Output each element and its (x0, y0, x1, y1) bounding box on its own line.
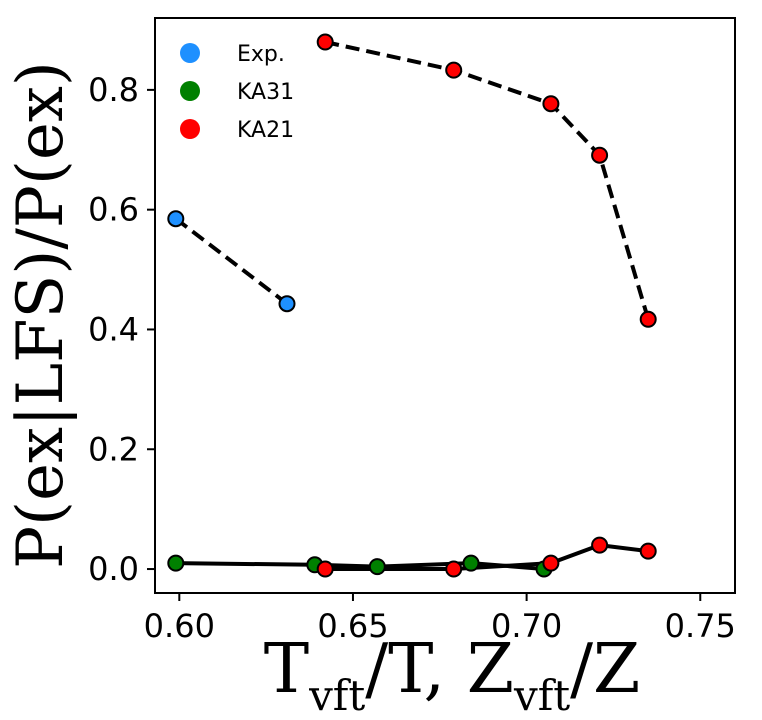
data-point (167, 554, 185, 572)
y-tick-label: 0.4 (88, 310, 139, 348)
legend-marker (180, 43, 200, 63)
legend-label: KA21 (237, 118, 294, 143)
data-point (542, 554, 560, 572)
data-point (462, 554, 480, 572)
plot-frame (154, 17, 736, 594)
x-axis-label: Tvft/T, Zvft/Z (264, 630, 641, 720)
series-line-0 (174, 217, 289, 306)
data-point (639, 542, 657, 560)
y-axis: 0.0 0.2 0.4 0.6 0.8 (88, 71, 155, 588)
y-tick-label: 0.0 (88, 550, 139, 588)
data-point (316, 33, 334, 51)
data-point (445, 560, 463, 578)
y-tick-label: 0.2 (88, 430, 139, 468)
y-tick-label: 0.8 (88, 71, 139, 109)
data-point (591, 146, 609, 164)
legend-label: Exp. (237, 42, 285, 67)
data-point (278, 295, 296, 313)
series-line-3 (324, 40, 651, 320)
data-point (167, 210, 185, 228)
data-point (542, 95, 560, 113)
y-axis-label: P(ex|LFS)/P(ex) (4, 61, 78, 569)
data-point (368, 558, 386, 576)
x-tick-label: 0.60 (144, 607, 215, 645)
x-tick-label: 0.65 (317, 607, 388, 645)
legend-label: KA31 (237, 80, 294, 105)
legend-marker (180, 81, 200, 101)
data-point (639, 310, 657, 328)
data-point (591, 536, 609, 554)
y-tick-label: 0.6 (88, 191, 139, 229)
legend: Exp. KA31 KA21 (180, 42, 294, 143)
data-point (445, 61, 463, 79)
legend-marker (180, 119, 200, 139)
series-points (167, 33, 657, 578)
data-point (316, 560, 334, 578)
x-tick-label: 0.70 (491, 607, 562, 645)
x-axis: 0.60 0.65 0.70 0.75 (144, 593, 736, 645)
x-tick-label: 0.75 (665, 607, 736, 645)
